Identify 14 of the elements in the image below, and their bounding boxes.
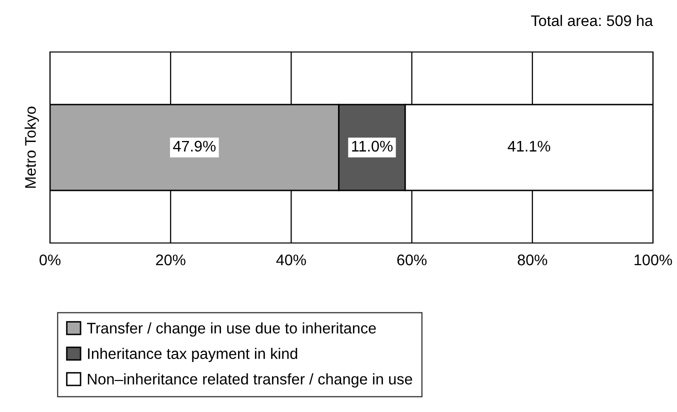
x-tick-label: 80% bbox=[518, 254, 548, 266]
x-tick-label: 40% bbox=[276, 254, 306, 266]
legend-label: Non–inheritance related transfer / change in use bbox=[88, 373, 412, 388]
data-label: 41.1% bbox=[508, 140, 550, 152]
x-tick-label: 20% bbox=[156, 254, 186, 266]
x-tick-label: 60% bbox=[397, 254, 427, 266]
legend-label: Transfer / change in use due to inheritance bbox=[87, 322, 376, 337]
text: Total area: 509 ha bbox=[531, 14, 654, 26]
data-label: 11.0% bbox=[352, 140, 393, 152]
x-tick-label: 100% bbox=[634, 254, 672, 266]
x-tick-label: 0% bbox=[40, 254, 60, 266]
legend-label: Inheritance tax payment in kind bbox=[88, 348, 298, 362]
y-tick-label: Metro Tokyo bbox=[24, 106, 39, 188]
data-label: 47.9% bbox=[173, 140, 216, 152]
